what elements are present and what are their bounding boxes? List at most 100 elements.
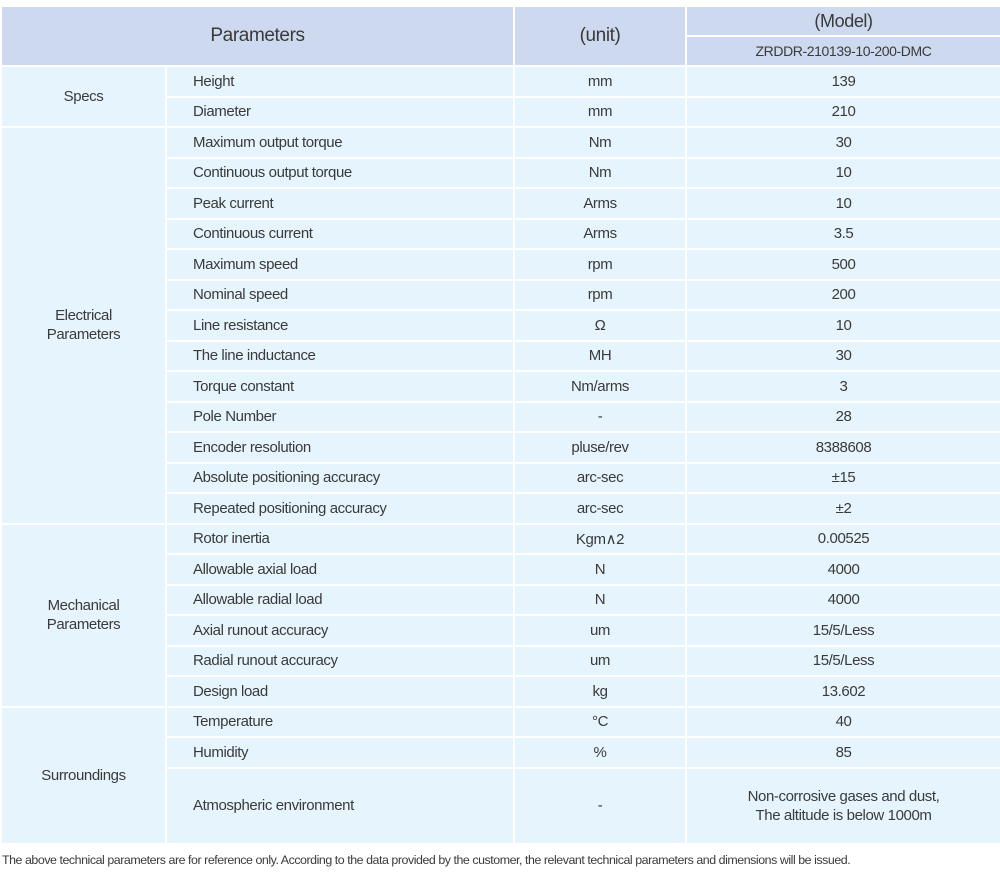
table-row: Mechanical Parameters Rotor inertia Kgm∧2 0.… bbox=[0, 522, 1000, 708]
value-cell: 13.602 bbox=[685, 675, 1000, 708]
value-cell: 8388608 bbox=[685, 431, 1000, 464]
value-cell: 10 bbox=[685, 309, 1000, 342]
header-model: ZRDDR-210139-10-200-DMC bbox=[685, 35, 1000, 67]
value-cell: 210 bbox=[685, 95, 1000, 128]
unit-cell: % bbox=[513, 736, 688, 769]
unit-cell: - bbox=[513, 400, 688, 433]
table-row: Absolute positioning accuracy arc-sec ±15 bbox=[1, 461, 1000, 494]
header-unit: (unit) bbox=[513, 5, 688, 67]
param-cell: Continuous current bbox=[164, 217, 516, 250]
unit-cell: rpm bbox=[513, 278, 688, 311]
table-row: Surroundings Temperature °C 40 bbox=[0, 705, 1000, 845]
unit-cell: Arms bbox=[513, 217, 688, 250]
value-cell: 0.00525 bbox=[685, 522, 1000, 555]
table-row: Electrical Parameters Maximum output torqu… bbox=[0, 126, 1000, 525]
unit-cell: MH bbox=[513, 339, 688, 372]
param-cell: Radial runout accuracy bbox=[164, 644, 516, 677]
value-cell: ±15 bbox=[685, 461, 1000, 494]
unit-cell: Kgm∧2 bbox=[513, 522, 688, 555]
table-row: Torque constant Nm/arms 3 bbox=[1, 370, 1000, 403]
value-cell: 500 bbox=[685, 248, 1000, 281]
value-cell: 200 bbox=[685, 278, 1000, 311]
unit-cell: kg bbox=[513, 675, 688, 708]
unit-cell: - bbox=[513, 766, 688, 845]
table-row: Maximum speed rpm 500 bbox=[1, 248, 1000, 281]
table-row: Line resistance Ω 10 bbox=[1, 309, 1000, 342]
param-cell: Pole Number bbox=[164, 400, 516, 433]
unit-cell: pluse/rev bbox=[513, 431, 688, 464]
unit-cell: Nm bbox=[513, 126, 688, 159]
param-cell: Encoder resolution bbox=[164, 431, 516, 464]
value-cell: 40 bbox=[685, 705, 1000, 738]
value-cell: 4000 bbox=[685, 583, 1000, 616]
group-label: Mechanical Parameters bbox=[0, 522, 167, 708]
value-cell: 30 bbox=[685, 126, 1000, 159]
value-cell: 15/5/Less bbox=[685, 614, 1000, 647]
param-cell: Line resistance bbox=[164, 309, 516, 342]
unit-cell: N bbox=[513, 553, 688, 586]
param-cell: Maximum speed bbox=[164, 248, 516, 281]
param-cell: Nominal speed bbox=[164, 278, 516, 311]
unit-cell: Ω bbox=[513, 309, 688, 342]
table-row: The line inductance MH 30 bbox=[1, 339, 1000, 372]
value-cell: 85 bbox=[685, 736, 1000, 769]
unit-cell: mm bbox=[513, 65, 688, 98]
group-label: Surroundings bbox=[0, 705, 167, 845]
unit-cell: Nm/arms bbox=[513, 370, 688, 403]
param-cell: Temperature bbox=[164, 705, 516, 738]
param-cell: Atmospheric environment bbox=[164, 766, 516, 845]
param-cell: Peak current bbox=[164, 187, 516, 220]
param-cell: Humidity bbox=[164, 736, 516, 769]
param-cell: Maximum output torque bbox=[164, 126, 516, 159]
param-cell: Allowable axial load bbox=[164, 553, 516, 586]
param-cell: Diameter bbox=[164, 95, 516, 128]
unit-cell: Nm bbox=[513, 156, 688, 189]
table-row: Peak current Arms 10 bbox=[1, 187, 1000, 220]
table-row: Continuous current Arms 3.5 bbox=[1, 217, 1000, 250]
unit-cell: um bbox=[513, 614, 688, 647]
disclaimer-note: The above technical parameters are for r… bbox=[2, 853, 851, 867]
param-cell: The line inductance bbox=[164, 339, 516, 372]
table-row: Continuous output torque Nm 10 bbox=[1, 156, 1000, 189]
group-label: Specs bbox=[0, 65, 167, 128]
value-cell: 28 bbox=[685, 400, 1000, 433]
value-cell: 10 bbox=[685, 156, 1000, 189]
unit-cell: N bbox=[513, 583, 688, 616]
value-cell: 4000 bbox=[685, 553, 1000, 586]
table-row: Allowable axial load N 4000 bbox=[1, 553, 1000, 586]
table-row: Allowable radial load N 4000 bbox=[1, 583, 1000, 616]
unit-cell: mm bbox=[513, 95, 688, 128]
param-cell: Height bbox=[164, 65, 516, 98]
unit-cell: °C bbox=[513, 705, 688, 738]
table-row: Specs Height mm 139 bbox=[0, 65, 1000, 128]
table-row: Design load kg 13.602 bbox=[1, 675, 1000, 708]
param-cell: Continuous output torque bbox=[164, 156, 516, 189]
unit-cell: arc-sec bbox=[513, 492, 688, 525]
spec-table: Parameters (unit) (Model) ZRDDR-210139-1… bbox=[0, 5, 1000, 845]
value-cell: 30 bbox=[685, 339, 1000, 372]
param-cell: Allowable radial load bbox=[164, 583, 516, 616]
value-cell: ±2 bbox=[685, 492, 1000, 525]
group-label: Electrical Parameters bbox=[0, 126, 167, 525]
header-parameters: Parameters bbox=[0, 5, 516, 67]
unit-cell: arc-sec bbox=[513, 461, 688, 494]
value-cell: Non-corrosive gases and dust, The altitud… bbox=[685, 766, 1000, 845]
param-cell: Torque constant bbox=[164, 370, 516, 403]
table-row: Axial runout accuracy um 15/5/Less bbox=[1, 614, 1000, 647]
param-cell: Design load bbox=[164, 675, 516, 708]
unit-cell: rpm bbox=[513, 248, 688, 281]
value-cell: 15/5/Less bbox=[685, 644, 1000, 677]
param-cell: Repeated positioning accuracy bbox=[164, 492, 516, 525]
table-row: Humidity% 85 bbox=[1, 736, 1000, 769]
table-row: Repeated positioning accuracy arc-sec ±2 bbox=[1, 492, 1000, 525]
unit-cell: Arms bbox=[513, 187, 688, 220]
unit-cell: um bbox=[513, 644, 688, 677]
table-row: Radial runout accuracy um 15/5/Less bbox=[1, 644, 1000, 677]
param-cell: Rotor inertia bbox=[164, 522, 516, 555]
param-cell: Absolute positioning accuracy bbox=[164, 461, 516, 494]
table-row: Atmospheric environment - Non-corrosive ga… bbox=[1, 766, 1000, 845]
header-model-label: (Model) bbox=[685, 5, 1000, 37]
param-cell: Axial runout accuracy bbox=[164, 614, 516, 647]
value-cell: 3.5 bbox=[685, 217, 1000, 250]
value-cell: 3 bbox=[685, 370, 1000, 403]
